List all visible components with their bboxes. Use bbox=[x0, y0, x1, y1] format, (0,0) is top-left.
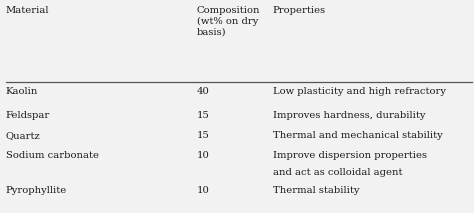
Text: Quartz: Quartz bbox=[6, 131, 40, 140]
Text: Thermal stability: Thermal stability bbox=[273, 186, 359, 195]
Text: Thermal and mechanical stability: Thermal and mechanical stability bbox=[273, 131, 442, 140]
Text: 40: 40 bbox=[197, 87, 210, 96]
Text: Improves hardness, durability: Improves hardness, durability bbox=[273, 111, 425, 120]
Text: Properties: Properties bbox=[273, 6, 326, 15]
Text: Feldspar: Feldspar bbox=[6, 111, 50, 120]
Text: 10: 10 bbox=[197, 186, 210, 195]
Text: Kaolin: Kaolin bbox=[6, 87, 38, 96]
Text: 10: 10 bbox=[197, 151, 210, 160]
Text: Pyrophyllite: Pyrophyllite bbox=[6, 186, 67, 195]
Text: Material: Material bbox=[6, 6, 49, 15]
Text: 15: 15 bbox=[197, 131, 210, 140]
Text: Improve dispersion properties: Improve dispersion properties bbox=[273, 151, 427, 160]
Text: Sodium carbonate: Sodium carbonate bbox=[6, 151, 99, 160]
Text: 15: 15 bbox=[197, 111, 210, 120]
Text: Low plasticity and high refractory: Low plasticity and high refractory bbox=[273, 87, 446, 96]
Text: and act as colloidal agent: and act as colloidal agent bbox=[273, 168, 402, 177]
Text: Composition
(wt% on dry
basis): Composition (wt% on dry basis) bbox=[197, 6, 260, 36]
